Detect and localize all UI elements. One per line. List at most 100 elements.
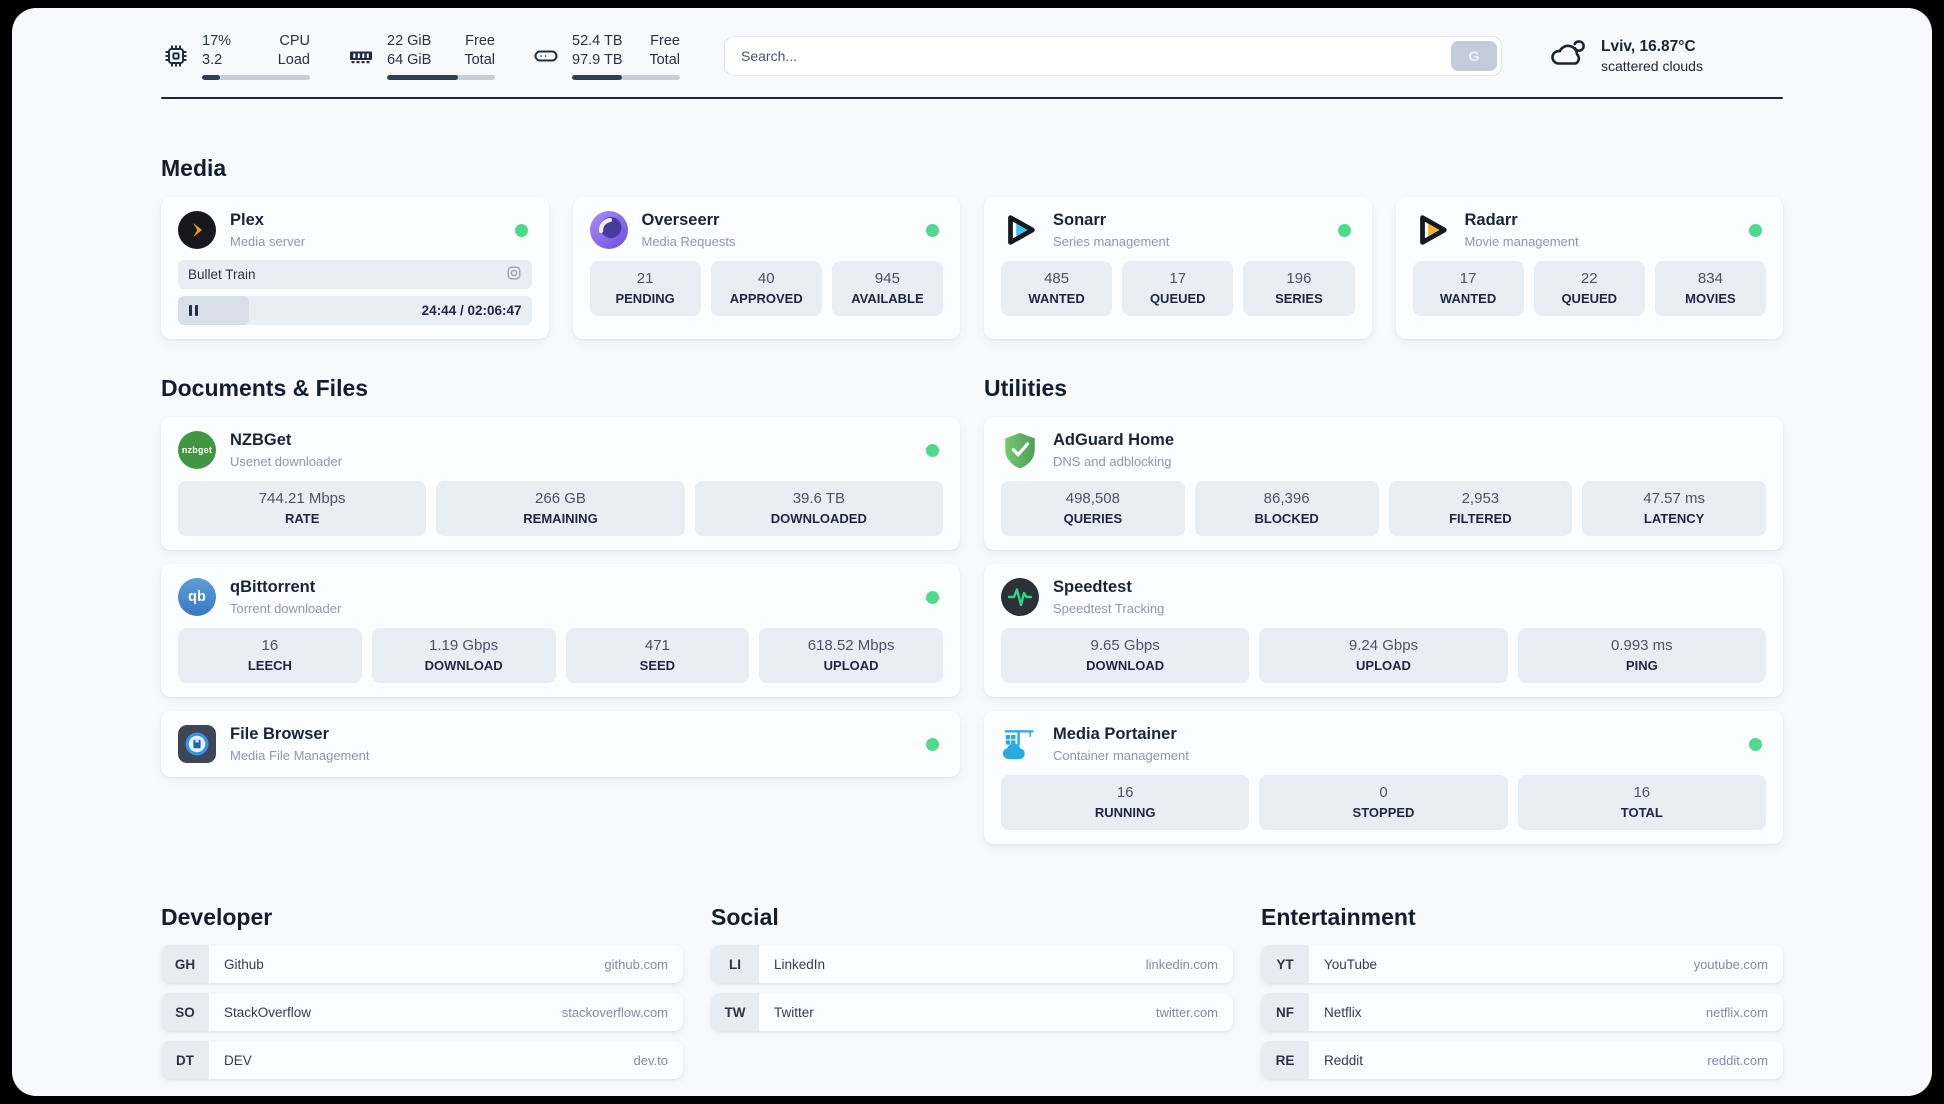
cpu-values: 17% 3.2 (202, 33, 232, 68)
app-name: Radarr (1464, 211, 1518, 230)
search-input[interactable] (724, 35, 1502, 76)
stat-box: 39.6 TB DOWNLOADED (694, 481, 943, 537)
link-domain: netflix.com (1705, 1004, 1768, 1020)
app-name: Speedtest (1053, 578, 1132, 597)
stat-box: 1.19 Gbps DOWNLOAD (371, 628, 556, 684)
disk-icon (531, 41, 561, 71)
ram-icon (346, 41, 376, 71)
link-name: Github (224, 956, 264, 972)
stat-box: 0 STOPPED (1259, 775, 1508, 831)
stat-box: 196 SERIES (1243, 261, 1355, 317)
cpu-icon (161, 41, 191, 71)
app-name: AdGuard Home (1053, 431, 1175, 450)
link-name: DEV (224, 1052, 252, 1068)
pause-icon[interactable] (189, 305, 198, 317)
link-domain: twitter.com (1155, 1004, 1218, 1020)
cpu-progressbar (202, 74, 310, 80)
now-playing-title: Bullet Train (188, 267, 256, 283)
app-subtitle: Usenet downloader (230, 454, 343, 470)
app-subtitle: DNS and adblocking (1053, 454, 1172, 470)
top-header: 17% 3.2 CPU Load (161, 8, 1783, 80)
link-abbr: YT (1261, 945, 1309, 984)
link-name: Twitter (774, 1004, 814, 1020)
link-abbr: NF (1261, 993, 1309, 1032)
app-card-adguard[interactable]: AdGuard Home DNS and adblocking 498,508 … (984, 417, 1783, 551)
radarr-icon (1413, 211, 1451, 249)
memory-labels: Free Total (464, 33, 495, 68)
link-domain: reddit.com (1707, 1052, 1768, 1068)
link-abbr: TW (711, 993, 759, 1032)
stat-box: 9.24 Gbps UPLOAD (1259, 628, 1508, 684)
link-twitter[interactable]: TW Twitter twitter.com (711, 993, 1233, 1032)
bookmark-section-developer: Developer GH Github github.com SO StackO… (161, 904, 683, 1080)
nzbget-icon: nzbget (178, 431, 216, 470)
bookmark-section-entertainment: Entertainment YT YouTube youtube.com NF … (1261, 904, 1783, 1080)
app-card-nzbget[interactable]: nzbget NZBGet Usenet downloader 744.21 M… (161, 417, 960, 551)
section-title-documents: Documents & Files (161, 375, 369, 402)
link-abbr: LI (711, 945, 759, 984)
app-name: Overseerr (641, 211, 720, 230)
stat-box: 945 AVAILABLE (831, 261, 944, 317)
search-engine-button[interactable]: G (1451, 40, 1497, 71)
stat-box: 40 APPROVED (710, 261, 822, 317)
app-subtitle: Torrent downloader (230, 601, 342, 617)
app-name: NZBGet (230, 431, 292, 450)
system-stats: 17% 3.2 CPU Load (161, 32, 680, 80)
portainer-icon (1001, 725, 1039, 763)
app-card-sonarr[interactable]: Sonarr Series management 485 WANTED 17 Q… (984, 197, 1372, 340)
stat-box: 17 WANTED (1412, 261, 1524, 317)
status-indicator (514, 223, 528, 237)
link-domain: dev.to (633, 1052, 668, 1068)
app-card-overseerr[interactable]: Overseerr Media Requests 21 PENDING 40 A… (572, 197, 960, 340)
app-name: Media Portainer (1053, 725, 1177, 744)
link-abbr: SO (161, 993, 209, 1032)
status-indicator (926, 443, 939, 457)
link-domain: youtube.com (1693, 956, 1768, 972)
link-netflix[interactable]: NF Netflix netflix.com (1261, 993, 1783, 1032)
now-playing-bar: Bullet Train (178, 260, 532, 290)
link-domain: stackoverflow.com (561, 1004, 668, 1020)
app-card-radarr[interactable]: Radarr Movie management 17 WANTED 22 QUE… (1395, 197, 1783, 340)
link-name: Reddit (1324, 1052, 1364, 1068)
app-name: Sonarr (1053, 211, 1107, 230)
status-indicator (1749, 737, 1762, 751)
stat-box: 21 PENDING (589, 261, 701, 317)
status-indicator (926, 590, 939, 604)
link-github[interactable]: GH Github github.com (161, 945, 683, 984)
stat-box: 744.21 Mbps RATE (178, 481, 427, 537)
stat-box: 47.57 ms LATENCY (1582, 481, 1766, 537)
storage-labels: Free Total (649, 33, 680, 68)
stat-box: 834 MOVIES (1654, 261, 1767, 317)
stat-box: 471 SEED (565, 628, 750, 684)
app-card-filebrowser[interactable]: File Browser Media File Management (161, 711, 960, 778)
app-card-qbittorrent[interactable]: qb qBittorrent Torrent downloader 16 (161, 564, 960, 698)
storage-values: 52.4 TB 97.9 TB (572, 33, 623, 68)
app-name: qBittorrent (230, 578, 316, 597)
speedtest-icon (1001, 578, 1039, 617)
app-card-speedtest[interactable]: Speedtest Speedtest Tracking 9.65 Gbps D… (984, 564, 1783, 698)
link-stackoverflow[interactable]: SO StackOverflow stackoverflow.com (161, 993, 683, 1032)
stat-box: 16 RUNNING (1001, 775, 1250, 831)
section-title-entertainment: Entertainment (1261, 904, 1416, 931)
app-subtitle: Media File Management (230, 748, 370, 764)
link-name: StackOverflow (224, 1004, 312, 1020)
stat-box: 498,508 QUERIES (1001, 481, 1185, 537)
cpu-stat: 17% 3.2 CPU Load (161, 32, 310, 80)
link-linkedin[interactable]: LI LinkedIn linkedin.com (711, 945, 1233, 984)
status-indicator (926, 737, 939, 751)
link-youtube[interactable]: YT YouTube youtube.com (1261, 945, 1783, 984)
link-dev[interactable]: DT DEV dev.to (161, 1041, 683, 1080)
sonarr-icon (1001, 211, 1039, 249)
app-card-plex[interactable]: Plex Media server Bullet Train (161, 197, 549, 340)
header-divider (161, 96, 1783, 100)
app-subtitle: Series management (1053, 234, 1170, 250)
stat-box: 2,953 FILTERED (1388, 481, 1573, 537)
stat-box: 485 WANTED (1001, 261, 1113, 317)
stat-box: 86,396 BLOCKED (1194, 481, 1379, 537)
section-title-developer: Developer (161, 904, 273, 931)
app-card-portainer[interactable]: Media Portainer Container management 16 … (984, 711, 1783, 845)
search-bar: G (724, 35, 1502, 76)
link-domain: linkedin.com (1145, 956, 1218, 972)
link-reddit[interactable]: RE Reddit reddit.com (1261, 1041, 1783, 1080)
plex-icon (178, 211, 216, 250)
